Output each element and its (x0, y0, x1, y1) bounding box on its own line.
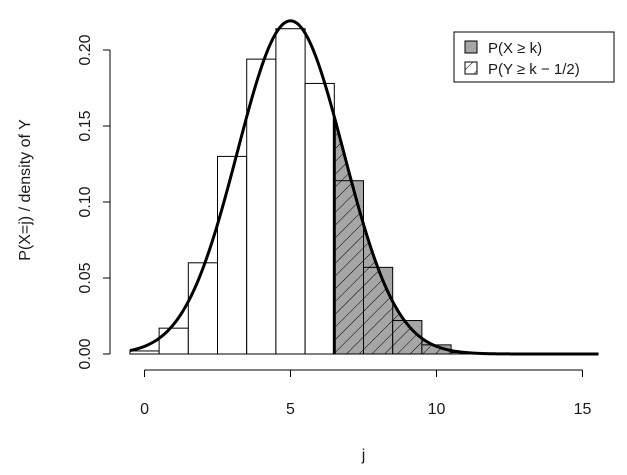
y-tick-label-1: 0.05 (77, 262, 94, 293)
legend-label-py: P(Y ≥ k − 1/2) (488, 61, 580, 78)
legend-swatch-hatched (464, 61, 478, 75)
legend-box (453, 31, 615, 83)
y-axis-title: P(X=j) / density of Y (17, 119, 34, 261)
axes: 0 5 10 15 0.00 0.05 0.10 0.15 0.20 (77, 34, 591, 418)
bar-1 (158, 327, 189, 355)
x-tick-label-0: 0 (140, 401, 149, 418)
y-tick-label-3: 0.15 (77, 110, 94, 141)
legend-label-px: P(X ≥ k) (488, 40, 542, 57)
bar-5 (275, 28, 306, 355)
y-tick-label-0: 0.00 (77, 338, 94, 369)
y-tick-label-2: 0.10 (77, 186, 94, 217)
x-axis-title: j (361, 447, 366, 464)
density-line (129, 19, 599, 356)
bar-4 (246, 58, 277, 355)
bar-6 (304, 82, 335, 355)
y-tick-label-4: 0.20 (77, 34, 94, 65)
hatch-overlay (334, 116, 600, 355)
legend-swatch-gray (464, 40, 478, 54)
density-curve (129, 19, 599, 356)
legend: P(X ≥ k) P(Y ≥ k − 1/2) (453, 31, 615, 83)
x-tick-label-15: 15 (574, 401, 592, 418)
bar-0 (129, 350, 160, 355)
bar-3 (217, 155, 248, 355)
x-tick-label-5: 5 (286, 401, 295, 418)
x-tick-label-10: 10 (428, 401, 446, 418)
bar-2 (187, 262, 219, 355)
